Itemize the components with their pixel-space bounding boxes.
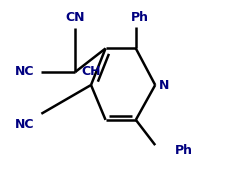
Text: NC: NC <box>15 65 34 78</box>
Text: Ph: Ph <box>175 144 193 157</box>
Text: NC: NC <box>15 118 34 131</box>
Text: CH: CH <box>81 65 101 78</box>
Text: CN: CN <box>65 12 85 24</box>
Text: N: N <box>159 79 169 92</box>
Text: Ph: Ph <box>130 11 148 24</box>
